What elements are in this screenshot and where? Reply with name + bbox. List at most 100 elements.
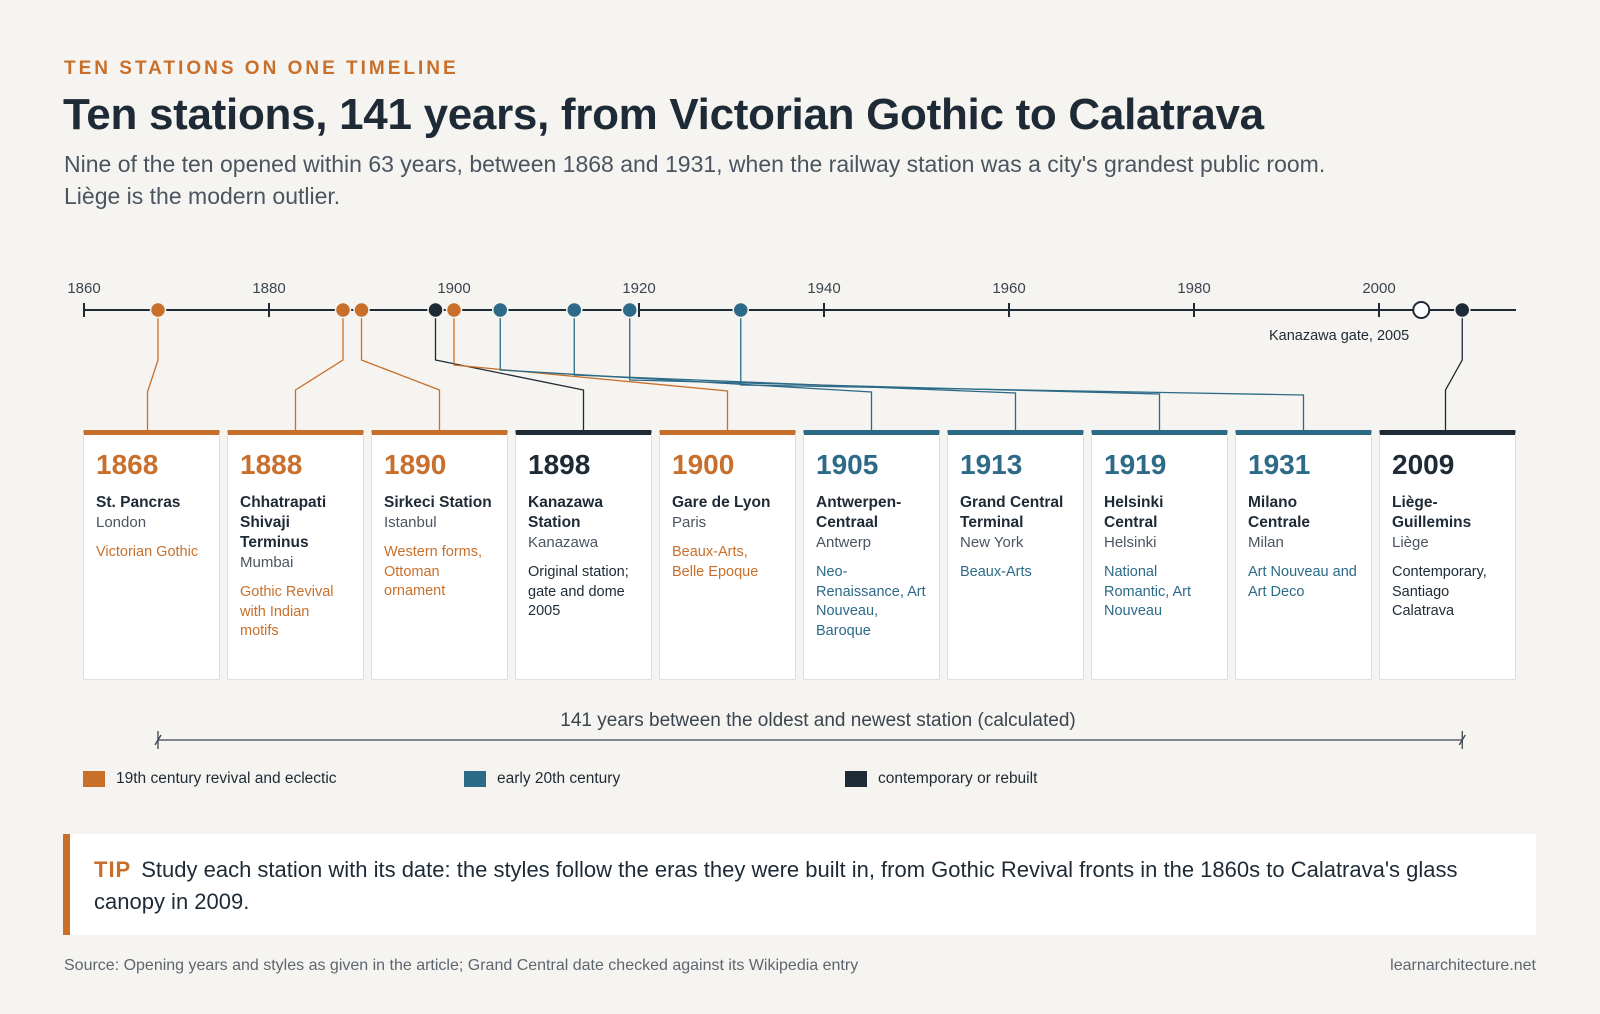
- station-style: Art Nouveau and Art Deco: [1248, 564, 1357, 600]
- legend-revival: 19th century revival and eclectic: [83, 770, 337, 788]
- eyebrow: TEN STATIONS ON ONE TIMELINE: [64, 58, 459, 79]
- page-subtitle: Nine of the ten opened within 63 years, …: [64, 151, 1326, 209]
- connector-line: [294, 310, 344, 430]
- axis-tick-label: 1860: [67, 280, 100, 297]
- station-city: Kanazawa: [528, 534, 599, 551]
- station-year: 1931: [1248, 449, 1311, 480]
- station-city: New York: [960, 534, 1024, 551]
- legend-contemporary: contemporary or rebuilt: [845, 770, 1037, 788]
- station-style: Gothic Revival with Indian motifs: [240, 584, 334, 639]
- station-card: 1919 Helsinki Central Helsinki National …: [1091, 430, 1228, 680]
- station-card: 1888 Chhatrapati Shivaji Terminus Mumbai…: [227, 430, 364, 680]
- station-city: Mumbai: [240, 554, 294, 571]
- axis-tick-label: 1880: [252, 280, 285, 297]
- station-name: Grand Central Terminal: [960, 494, 1064, 531]
- legend-label: 19th century revival and eclectic: [116, 770, 337, 787]
- station-dot: [427, 301, 444, 319]
- station-card: 1900 Gare de Lyon Paris Beaux-Arts, Bell…: [659, 430, 796, 680]
- legend-label: early 20th century: [497, 770, 621, 787]
- station-year: 1900: [672, 449, 735, 480]
- axis-tick-label: 1960: [992, 280, 1025, 297]
- station-card: 1868 St. Pancras London Victorian Gothic: [83, 430, 220, 680]
- station-dot: [353, 301, 370, 319]
- legend-swatch-contemporary: [845, 771, 867, 787]
- station-name: St. Pancras: [96, 494, 181, 511]
- station-city: Milan: [1248, 534, 1284, 551]
- station-year: 1868: [96, 449, 159, 480]
- station-city: Istanbul: [384, 514, 437, 531]
- station-name: Antwerpen-Centraal: [816, 494, 902, 531]
- station-dot: [566, 301, 583, 319]
- station-dot: [334, 301, 352, 319]
- station-city: Antwerp: [816, 534, 872, 551]
- station-cards: 1868 St. Pancras London Victorian Gothic…: [83, 430, 1516, 680]
- gate-marker: [1412, 301, 1431, 319]
- connector-line: [146, 310, 159, 430]
- connector-line: [1444, 310, 1463, 430]
- timeline-axis: 1860 1880 1900 1920 1940 1960 1980 2000 Kanazawa…: [67, 280, 1516, 430]
- station-city: Helsinki: [1104, 534, 1157, 551]
- axis-tick-label: 1900: [437, 280, 470, 297]
- axis-tick-label: 2000: [1362, 280, 1395, 297]
- legend-swatch-revival: [83, 771, 105, 787]
- station-style: Victorian Gothic: [96, 544, 199, 560]
- tip-box: TIP Study each station with its date: the…: [63, 834, 1536, 935]
- station-style: Western forms, Ottoman ornament: [384, 544, 483, 599]
- station-name: Sirkeci Station: [384, 494, 492, 511]
- axis-tick-label: 1940: [807, 280, 840, 297]
- axis-tick-label: 1920: [622, 280, 655, 297]
- connector-line: [360, 310, 441, 430]
- station-year: 1919: [1104, 449, 1167, 480]
- station-name: Milano Centrale: [1248, 494, 1311, 531]
- station-name: Gare de Lyon: [672, 494, 771, 511]
- legend-swatch-early20: [464, 771, 486, 787]
- station-year: 1913: [960, 449, 1023, 480]
- connector-line: [740, 310, 1305, 430]
- connector-line: [629, 310, 1161, 430]
- station-style: Contemporary, Santiago Calatrava: [1392, 564, 1487, 619]
- site-credit: learnarchitecture.net: [1390, 957, 1536, 974]
- station-card: 1931 Milano Centrale Milan Art Nouveau a…: [1235, 430, 1372, 680]
- station-style: Original station; gate and dome 2005: [528, 564, 629, 619]
- station-style: National Romantic, Art Nouveau: [1104, 564, 1192, 619]
- station-card: 1898 Kanazawa Station Kanazawa Original …: [515, 430, 652, 680]
- station-year: 2009: [1392, 449, 1455, 480]
- station-dot: [149, 301, 167, 319]
- page-title: Ten stations, 141 years, from Victorian …: [63, 90, 1264, 139]
- station-city: Paris: [672, 514, 707, 531]
- tip-label: TIP: [94, 857, 132, 882]
- connector-line: [453, 310, 729, 430]
- connector-line: [434, 310, 585, 430]
- axis-tick-label: 1980: [1177, 280, 1210, 297]
- station-dot: [621, 301, 638, 319]
- station-year: 1890: [384, 449, 447, 480]
- legend-early20: early 20th century: [464, 770, 620, 788]
- station-year: 1888: [240, 449, 303, 480]
- station-dot: [1454, 301, 1471, 319]
- connector-line: [499, 310, 873, 430]
- span-slash-right: [1458, 734, 1466, 746]
- station-year: 1898: [528, 449, 591, 480]
- span-slash-left: [154, 734, 162, 746]
- station-year: 1905: [816, 449, 879, 480]
- station-name: Liège-Guillemins: [1392, 494, 1472, 531]
- station-name: Chhatrapati Shivaji Terminus: [240, 494, 327, 551]
- span-bracket: [154, 731, 1466, 749]
- station-city: Liège: [1392, 534, 1429, 551]
- station-style: Neo-Renaissance, Art Nouveau, Baroque: [816, 564, 926, 639]
- station-style: Beaux-Arts, Belle Epoque: [672, 544, 759, 580]
- station-dot: [732, 301, 749, 319]
- station-dot: [492, 301, 509, 319]
- station-name: Helsinki Central: [1104, 494, 1164, 531]
- station-city: London: [96, 514, 147, 531]
- station-card: 2009 Liège-Guillemins Liège Contemporary…: [1379, 430, 1516, 680]
- connector-line: [573, 310, 1017, 430]
- station-style: Beaux-Arts: [960, 564, 1032, 580]
- span-label: 141 years between the oldest and newest …: [560, 710, 1076, 731]
- gate-marker-label: Kanazawa gate, 2005: [1269, 328, 1409, 344]
- tip-text: Study each station with its date: the st…: [94, 857, 1458, 914]
- station-card: 1913 Grand Central Terminal New York Bea…: [947, 430, 1084, 680]
- station-dot: [445, 301, 463, 319]
- station-card: 1905 Antwerpen-Centraal Antwerp Neo-Rena…: [803, 430, 940, 680]
- station-card: 1890 Sirkeci Station Istanbul Western fo…: [371, 430, 508, 680]
